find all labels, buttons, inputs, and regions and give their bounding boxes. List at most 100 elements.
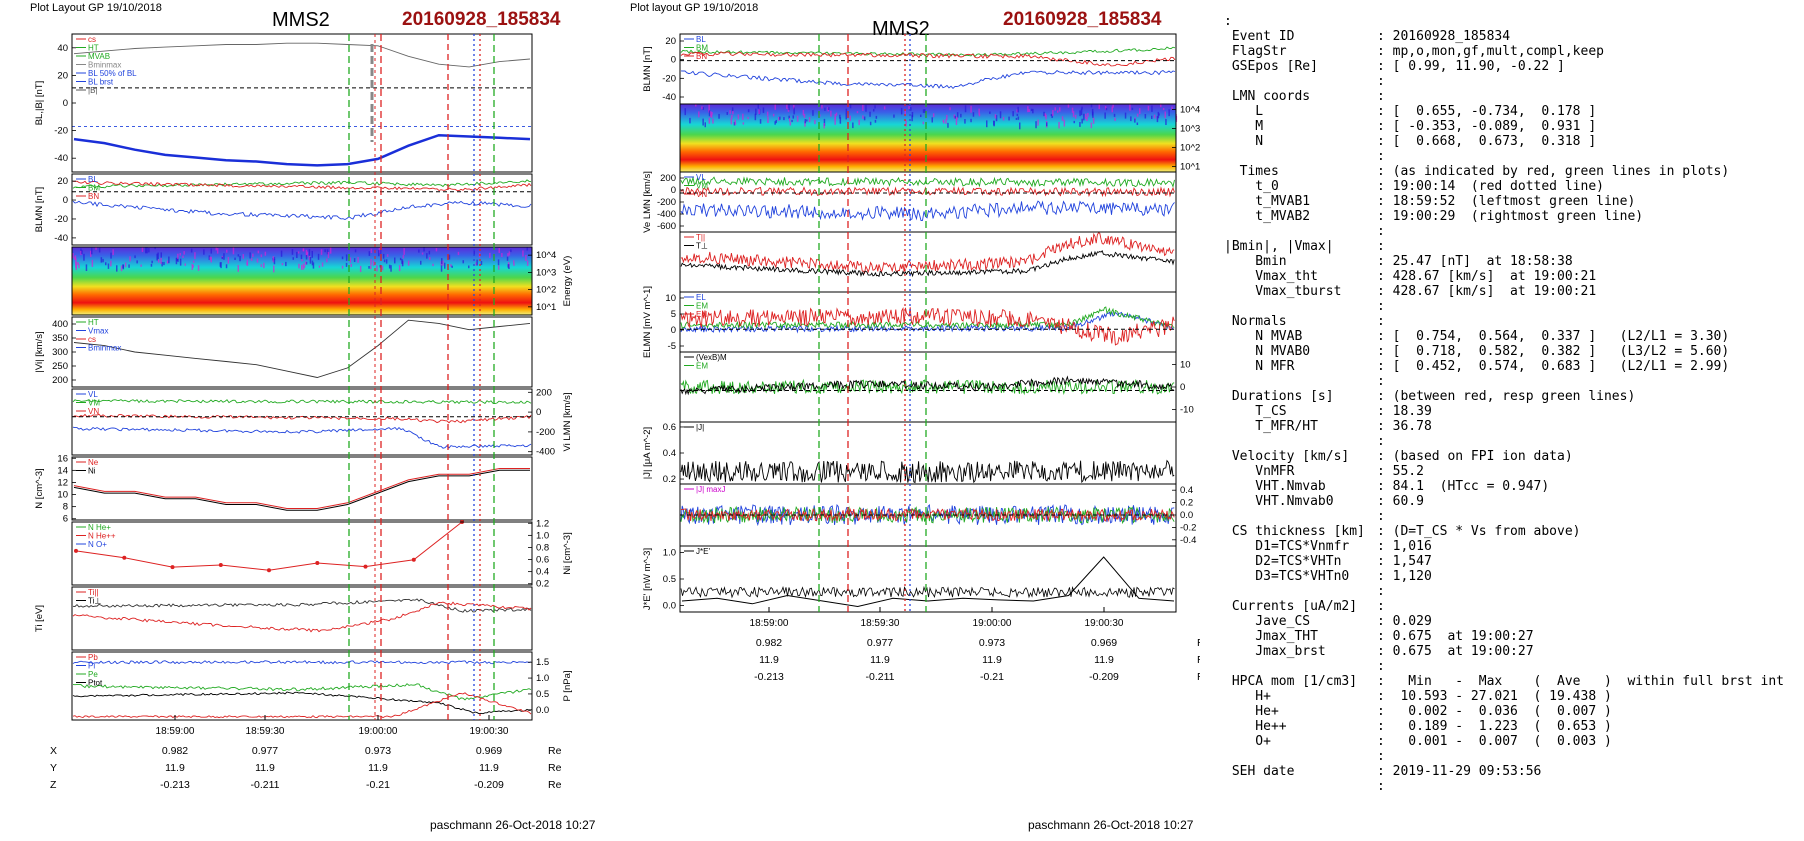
coord-value: -0.213	[160, 779, 190, 791]
data-point	[315, 561, 320, 565]
tick-label: 10^1	[536, 302, 556, 313]
tick-label: -200	[657, 197, 676, 208]
y-axis-label: Vi LMN [km/s]	[562, 393, 573, 452]
tick-label: 10^2	[536, 285, 556, 296]
legend-label: EL	[696, 293, 706, 302]
legend-label: VL	[88, 390, 98, 399]
tick-label: 6	[63, 514, 68, 525]
info-key: HPCA mom [1/cm3]	[1224, 674, 1358, 689]
legend-label: VN	[88, 407, 99, 416]
info-line: CS thickness [km]: (D=T_CS * Vs from abo…	[1224, 524, 1799, 539]
info-value: : 84.1 (HTcc = 0.947)	[1377, 479, 1550, 494]
info-value: :	[1377, 89, 1385, 104]
info-value: :	[1377, 74, 1385, 89]
info-line: :	[1224, 74, 1799, 89]
info-line: :	[1224, 584, 1799, 599]
y-axis-label: P [nPa]	[562, 671, 573, 702]
info-value: : (as indicated by red, green lines in p…	[1377, 164, 1730, 179]
legend-label: EN	[696, 310, 707, 319]
tick-label: 0.2	[663, 474, 676, 485]
info-line: t_MVAB2: 19:00:29 (rightmost green line)	[1224, 209, 1799, 224]
data-point	[267, 568, 271, 573]
info-key: Durations [s]	[1224, 389, 1334, 404]
info-key: Times	[1224, 164, 1279, 179]
coord-value: 11.9	[368, 762, 388, 774]
coord-value: 11.9	[1094, 654, 1114, 666]
info-line: :	[1224, 509, 1799, 524]
event-info-panel: : Event ID: 20160928_185834 FlagStr: mp,…	[1224, 14, 1799, 794]
info-key: H+	[1224, 689, 1271, 704]
y-axis-label: BLMN [nT]	[34, 187, 45, 232]
tick-label: 250	[52, 361, 68, 372]
legend-label: cs	[88, 35, 96, 44]
info-value: :	[1377, 239, 1385, 254]
info-value: :	[1377, 779, 1385, 794]
info-line: t_MVAB1: 18:59:52 (leftmost green line)	[1224, 194, 1799, 209]
info-key: M	[1224, 119, 1264, 134]
info-value: : mp,o,mon,gf,mult,compl,keep	[1377, 44, 1604, 59]
tick-label: 1.2	[536, 518, 549, 529]
middle-footer: paschmann 26-Oct-2018 10:27	[1028, 818, 1194, 832]
panel-7: 1.21.00.8 0.60.40.2 Ni [cm^-3] N He+N He++N…	[71, 518, 573, 590]
info-value: : 18.39	[1377, 404, 1432, 419]
coord-value: 11.9	[165, 762, 185, 774]
info-value: : [ -0.353, -0.089, 0.931 ]	[1377, 119, 1597, 134]
tick-label: -20	[54, 214, 68, 225]
tick-label: -10	[1180, 404, 1194, 415]
legend-label: Ne	[88, 458, 99, 467]
time-tick-label: 19:00:00	[359, 726, 398, 737]
series-line	[72, 692, 532, 719]
info-line: Jave_CS: 0.029	[1224, 614, 1799, 629]
coord-value: 0.977	[867, 637, 893, 649]
info-key: He+	[1224, 704, 1279, 719]
info-value: : 2019-11-29 09:53:56	[1377, 764, 1542, 779]
info-value: : 0.029	[1377, 614, 1432, 629]
tick-label: 12	[57, 477, 68, 488]
info-line: H+: 10.593 - 27.021 ( 19.438 )	[1224, 689, 1799, 704]
series-line	[680, 46, 1176, 58]
info-line: VHT.Nmvab: 84.1 (HTcc = 0.947)	[1224, 479, 1799, 494]
info-key: VnMFR	[1224, 464, 1295, 479]
tick-label: -400	[657, 209, 676, 220]
legend-label: Ni	[88, 467, 96, 476]
legend-label: VL	[696, 173, 706, 182]
info-key: Jmax_brst	[1224, 644, 1326, 659]
panel-4: Te [eV]T||T⊥	[679, 231, 1177, 293]
info-value: : 19:00:14 (red dotted line)	[1377, 179, 1604, 194]
legend-label: Ti||	[88, 588, 99, 597]
series-line	[680, 249, 1175, 278]
tick-label: 20	[57, 176, 68, 187]
series-line	[72, 413, 532, 424]
spectrogram	[680, 104, 1176, 172]
series-line	[680, 505, 1175, 525]
info-value: : 20160928_185834	[1377, 29, 1511, 44]
tick-label: 10^4	[1180, 104, 1200, 115]
left-layout-label: Plot Layout GP 19/10/2018	[30, 2, 162, 14]
data-point	[74, 548, 78, 553]
y-axis-label: Ve LMN [km/s]	[642, 171, 653, 233]
info-key: T_MFR/HT	[1224, 419, 1318, 434]
info-line: L: [ 0.655, -0.734, 0.178 ]	[1224, 104, 1799, 119]
info-line: He++: 0.189 - 1.223 ( 0.653 )	[1224, 719, 1799, 734]
time-tick-label: 18:59:00	[750, 618, 789, 629]
tick-label: 20	[57, 70, 68, 81]
info-line: :	[1224, 374, 1799, 389]
info-value: : 428.67 [km/s] at 19:00:21	[1377, 269, 1597, 284]
tick-label: 0.6	[536, 555, 549, 566]
tick-label: -40	[54, 153, 68, 164]
info-key: :	[1224, 14, 1232, 29]
tick-label: -5	[668, 341, 676, 352]
info-key: t_0	[1224, 179, 1279, 194]
tick-label: 0.2	[536, 579, 549, 590]
legend-label: BM	[696, 44, 708, 53]
tick-label: -400	[536, 447, 555, 458]
info-key: D1=TCS*Vnmfr	[1224, 539, 1350, 554]
tick-label: 1.0	[536, 530, 549, 541]
coord-value: 0.969	[476, 745, 502, 757]
tick-label: 10	[665, 293, 676, 304]
time-tick-label: 18:59:30	[246, 726, 285, 737]
info-value: :	[1377, 314, 1385, 329]
info-value: :	[1377, 374, 1385, 389]
